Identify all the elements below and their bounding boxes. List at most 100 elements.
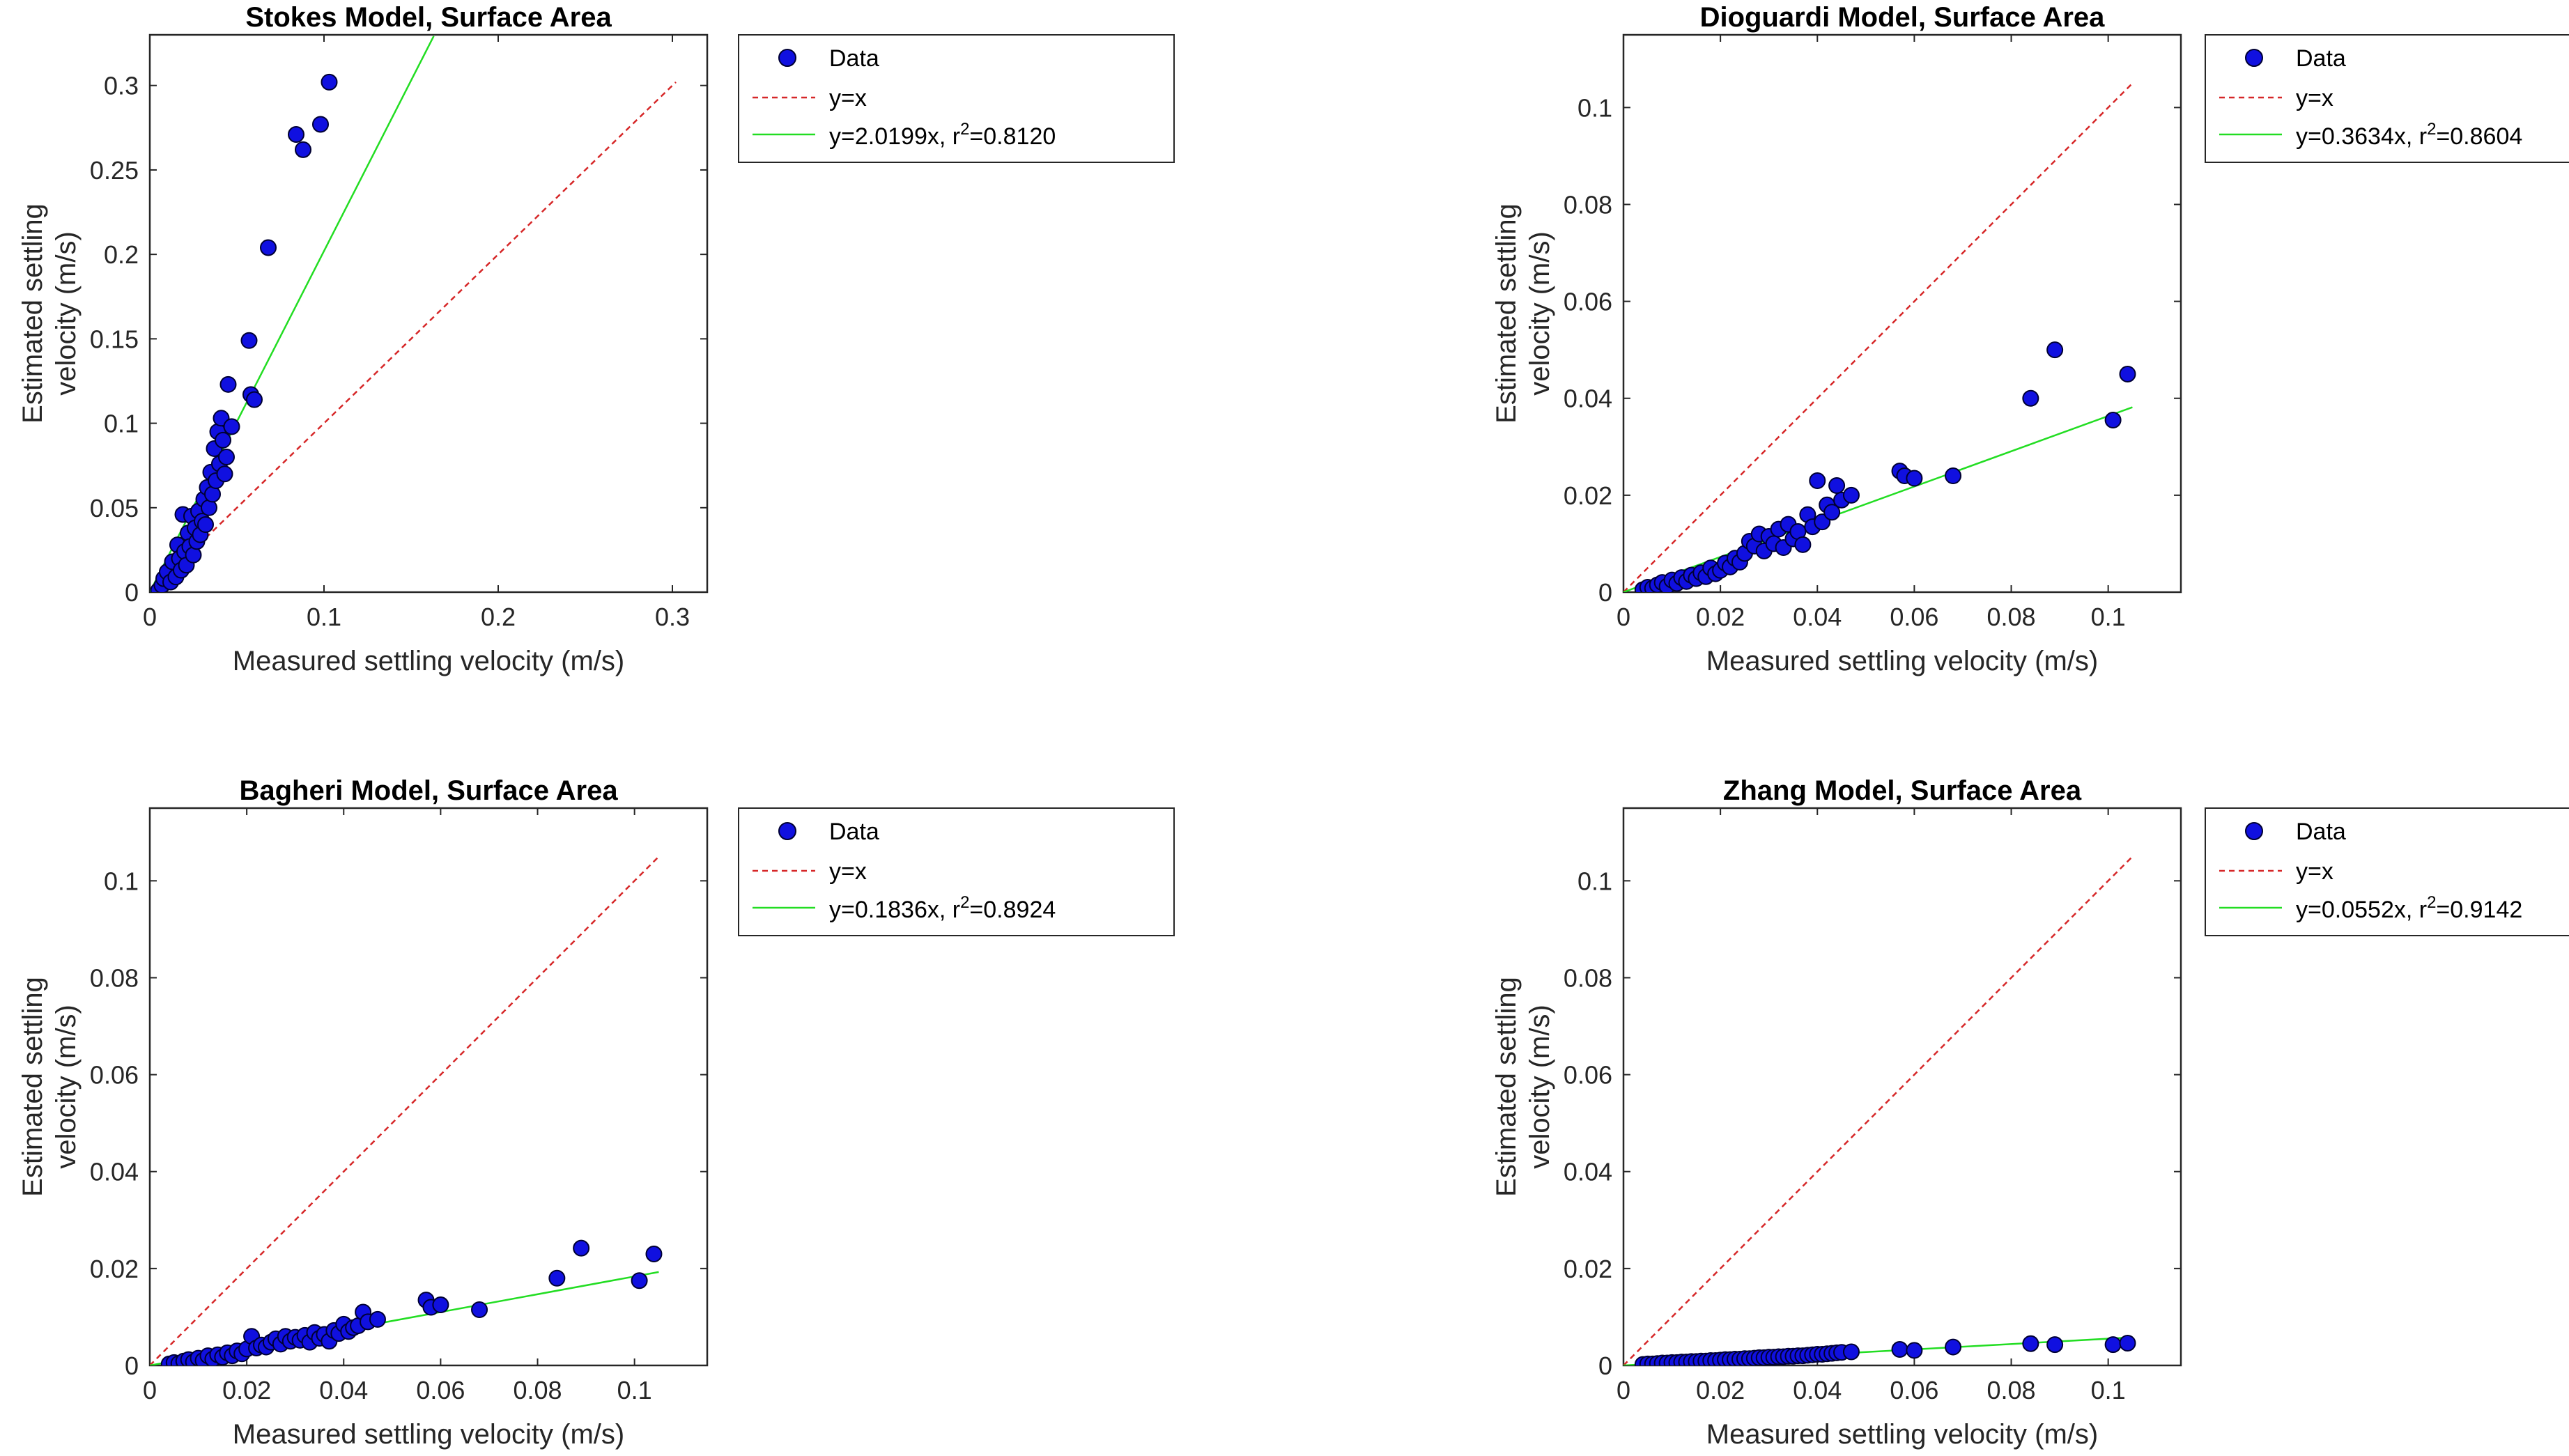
y-tick-label: 0.04 bbox=[90, 1158, 139, 1186]
x-tick-label: 0.1 bbox=[2091, 1376, 2126, 1404]
data-point bbox=[1794, 536, 1812, 553]
y-axis-label-line1: Estimated settling bbox=[17, 203, 48, 424]
y-tick-label: 0.06 bbox=[1564, 1061, 1612, 1090]
chart-panel-2: 0 0.02 0.04 0.06 0.08 0.1 0 0.02 0.04 0.06 0.08 0.1… bbox=[1491, 2, 2569, 676]
legend: Data y=x y=0.1836x, r2=0.8924 bbox=[738, 807, 1175, 936]
x-axis-label: Measured settling velocity (m/s) bbox=[233, 646, 624, 676]
legend-label-identity: y=x bbox=[829, 858, 867, 885]
data-point bbox=[260, 239, 277, 256]
data-point bbox=[2104, 1336, 2122, 1354]
legend-label-data: Data bbox=[829, 819, 879, 845]
plot-area bbox=[150, 855, 663, 1365]
legend-fit-superscript: 2 bbox=[960, 893, 969, 912]
legend-fit-prefix: y=0.0552x, r bbox=[2296, 897, 2427, 923]
x-tick-label: 0.06 bbox=[1890, 1376, 1938, 1404]
data-point bbox=[2022, 389, 2039, 407]
x-tick-label: 0.02 bbox=[1696, 603, 1745, 631]
identity-line bbox=[150, 81, 677, 592]
data-point bbox=[201, 499, 217, 516]
legend-marker-data bbox=[778, 822, 796, 840]
x-tick-label: 0 bbox=[143, 603, 157, 631]
legend-fit-suffix: =0.8120 bbox=[969, 123, 1056, 150]
legend-fit-superscript: 2 bbox=[2427, 893, 2436, 912]
identity-line bbox=[150, 855, 660, 1365]
data-point bbox=[218, 449, 235, 466]
data-point bbox=[1842, 1343, 1860, 1361]
identity-line bbox=[1623, 82, 2134, 592]
legend-label-fit: y=0.3634x, r2=0.8604 bbox=[2296, 120, 2522, 150]
chart-title: Stokes Model, Surface Area bbox=[245, 2, 612, 33]
legend: Data y=x y=0.3634x, r2=0.8604 bbox=[2205, 34, 2569, 163]
data-point bbox=[1809, 472, 1826, 489]
legend: Data y=x y=0.0552x, r2=0.9142 bbox=[2205, 807, 2569, 936]
y-tick-label: 0.2 bbox=[104, 240, 139, 269]
y-tick-label: 0 bbox=[1598, 578, 1612, 607]
legend-fit-prefix: y=0.3634x, r bbox=[2296, 123, 2427, 150]
data-point bbox=[1842, 486, 1860, 504]
x-tick-label: 0.02 bbox=[1696, 1376, 1745, 1404]
legend-fit-superscript: 2 bbox=[2427, 120, 2436, 139]
chart-panel-3: 0 0.02 0.04 0.06 0.08 0.1 0 0.02 0.04 0.06 0.08 0.1… bbox=[17, 775, 1175, 1450]
x-tick-label: 0.02 bbox=[222, 1376, 271, 1404]
y-tick-label: 0.1 bbox=[1577, 867, 1612, 895]
y-axis-label-line2: velocity (m/s) bbox=[1525, 231, 1555, 396]
x-tick-label: 0.04 bbox=[319, 1376, 368, 1404]
x-tick-label: 0.08 bbox=[1986, 603, 2035, 631]
y-tick-label: 0.1 bbox=[104, 867, 139, 895]
data-point bbox=[1823, 504, 1841, 521]
y-axis-label-line2: velocity (m/s) bbox=[1525, 1005, 1555, 1169]
legend-label-identity: y=x bbox=[2296, 858, 2333, 885]
data-point bbox=[631, 1272, 648, 1290]
legend-label-identity: y=x bbox=[2296, 85, 2333, 111]
data-point bbox=[2046, 1336, 2064, 1354]
x-tick-label: 0.1 bbox=[307, 603, 341, 631]
legend-marker-data bbox=[2245, 49, 2263, 67]
data-point bbox=[215, 431, 231, 449]
y-axis-label-line1: Estimated settling bbox=[17, 977, 48, 1197]
data-point bbox=[432, 1296, 449, 1314]
data-point bbox=[240, 332, 258, 349]
legend-fit-suffix: =0.8924 bbox=[969, 897, 1056, 923]
data-point bbox=[197, 516, 214, 534]
data-point bbox=[295, 141, 311, 158]
legend-box bbox=[2205, 807, 2569, 936]
y-tick-label: 0.08 bbox=[90, 963, 139, 992]
data-point bbox=[2022, 1335, 2039, 1352]
legend-label-fit: y=2.0199x, r2=0.8120 bbox=[829, 120, 1056, 150]
y-tick-label: 0.04 bbox=[1564, 1158, 1612, 1186]
legend-fit-suffix: =0.9142 bbox=[2436, 897, 2522, 923]
y-tick-label: 0.1 bbox=[1577, 93, 1612, 122]
x-tick-label: 0.04 bbox=[1793, 1376, 1842, 1404]
legend-fit-prefix: y=0.1836x, r bbox=[829, 897, 960, 923]
data-point bbox=[1945, 467, 1962, 485]
y-tick-label: 0.25 bbox=[90, 156, 139, 185]
x-tick-label: 0.06 bbox=[416, 1376, 465, 1404]
y-axis-label-line2: velocity (m/s) bbox=[51, 231, 82, 396]
x-tick-label: 0 bbox=[1617, 603, 1630, 631]
y-tick-label: 0.08 bbox=[1564, 963, 1612, 992]
y-tick-label: 0.05 bbox=[90, 494, 139, 522]
data-point bbox=[216, 465, 233, 483]
data-point bbox=[471, 1301, 488, 1318]
x-tick-label: 0 bbox=[1617, 1376, 1630, 1404]
plot-area bbox=[150, 36, 677, 592]
x-tick-label: 0.1 bbox=[617, 1376, 652, 1404]
y-tick-label: 0.3 bbox=[104, 72, 139, 100]
legend-label-fit: y=0.0552x, r2=0.9142 bbox=[2296, 893, 2522, 923]
x-tick-label: 0.04 bbox=[1793, 603, 1842, 631]
data-point bbox=[1906, 470, 1923, 487]
y-tick-label: 0 bbox=[1598, 1352, 1612, 1380]
legend-box bbox=[738, 34, 1175, 163]
y-tick-label: 0.1 bbox=[104, 410, 139, 438]
data-point bbox=[573, 1239, 590, 1257]
legend-box bbox=[2205, 34, 2569, 163]
data-point bbox=[1906, 1342, 1923, 1359]
x-axis-label: Measured settling velocity (m/s) bbox=[233, 1419, 624, 1450]
data-point bbox=[1891, 1341, 1908, 1358]
chart-title: Dioguardi Model, Surface Area bbox=[1700, 2, 2106, 33]
data-point bbox=[548, 1269, 566, 1287]
y-tick-label: 0.02 bbox=[1564, 1255, 1612, 1283]
legend-box bbox=[738, 807, 1175, 936]
y-axis-label-line2: velocity (m/s) bbox=[51, 1005, 82, 1169]
legend-fit-superscript: 2 bbox=[960, 120, 969, 139]
